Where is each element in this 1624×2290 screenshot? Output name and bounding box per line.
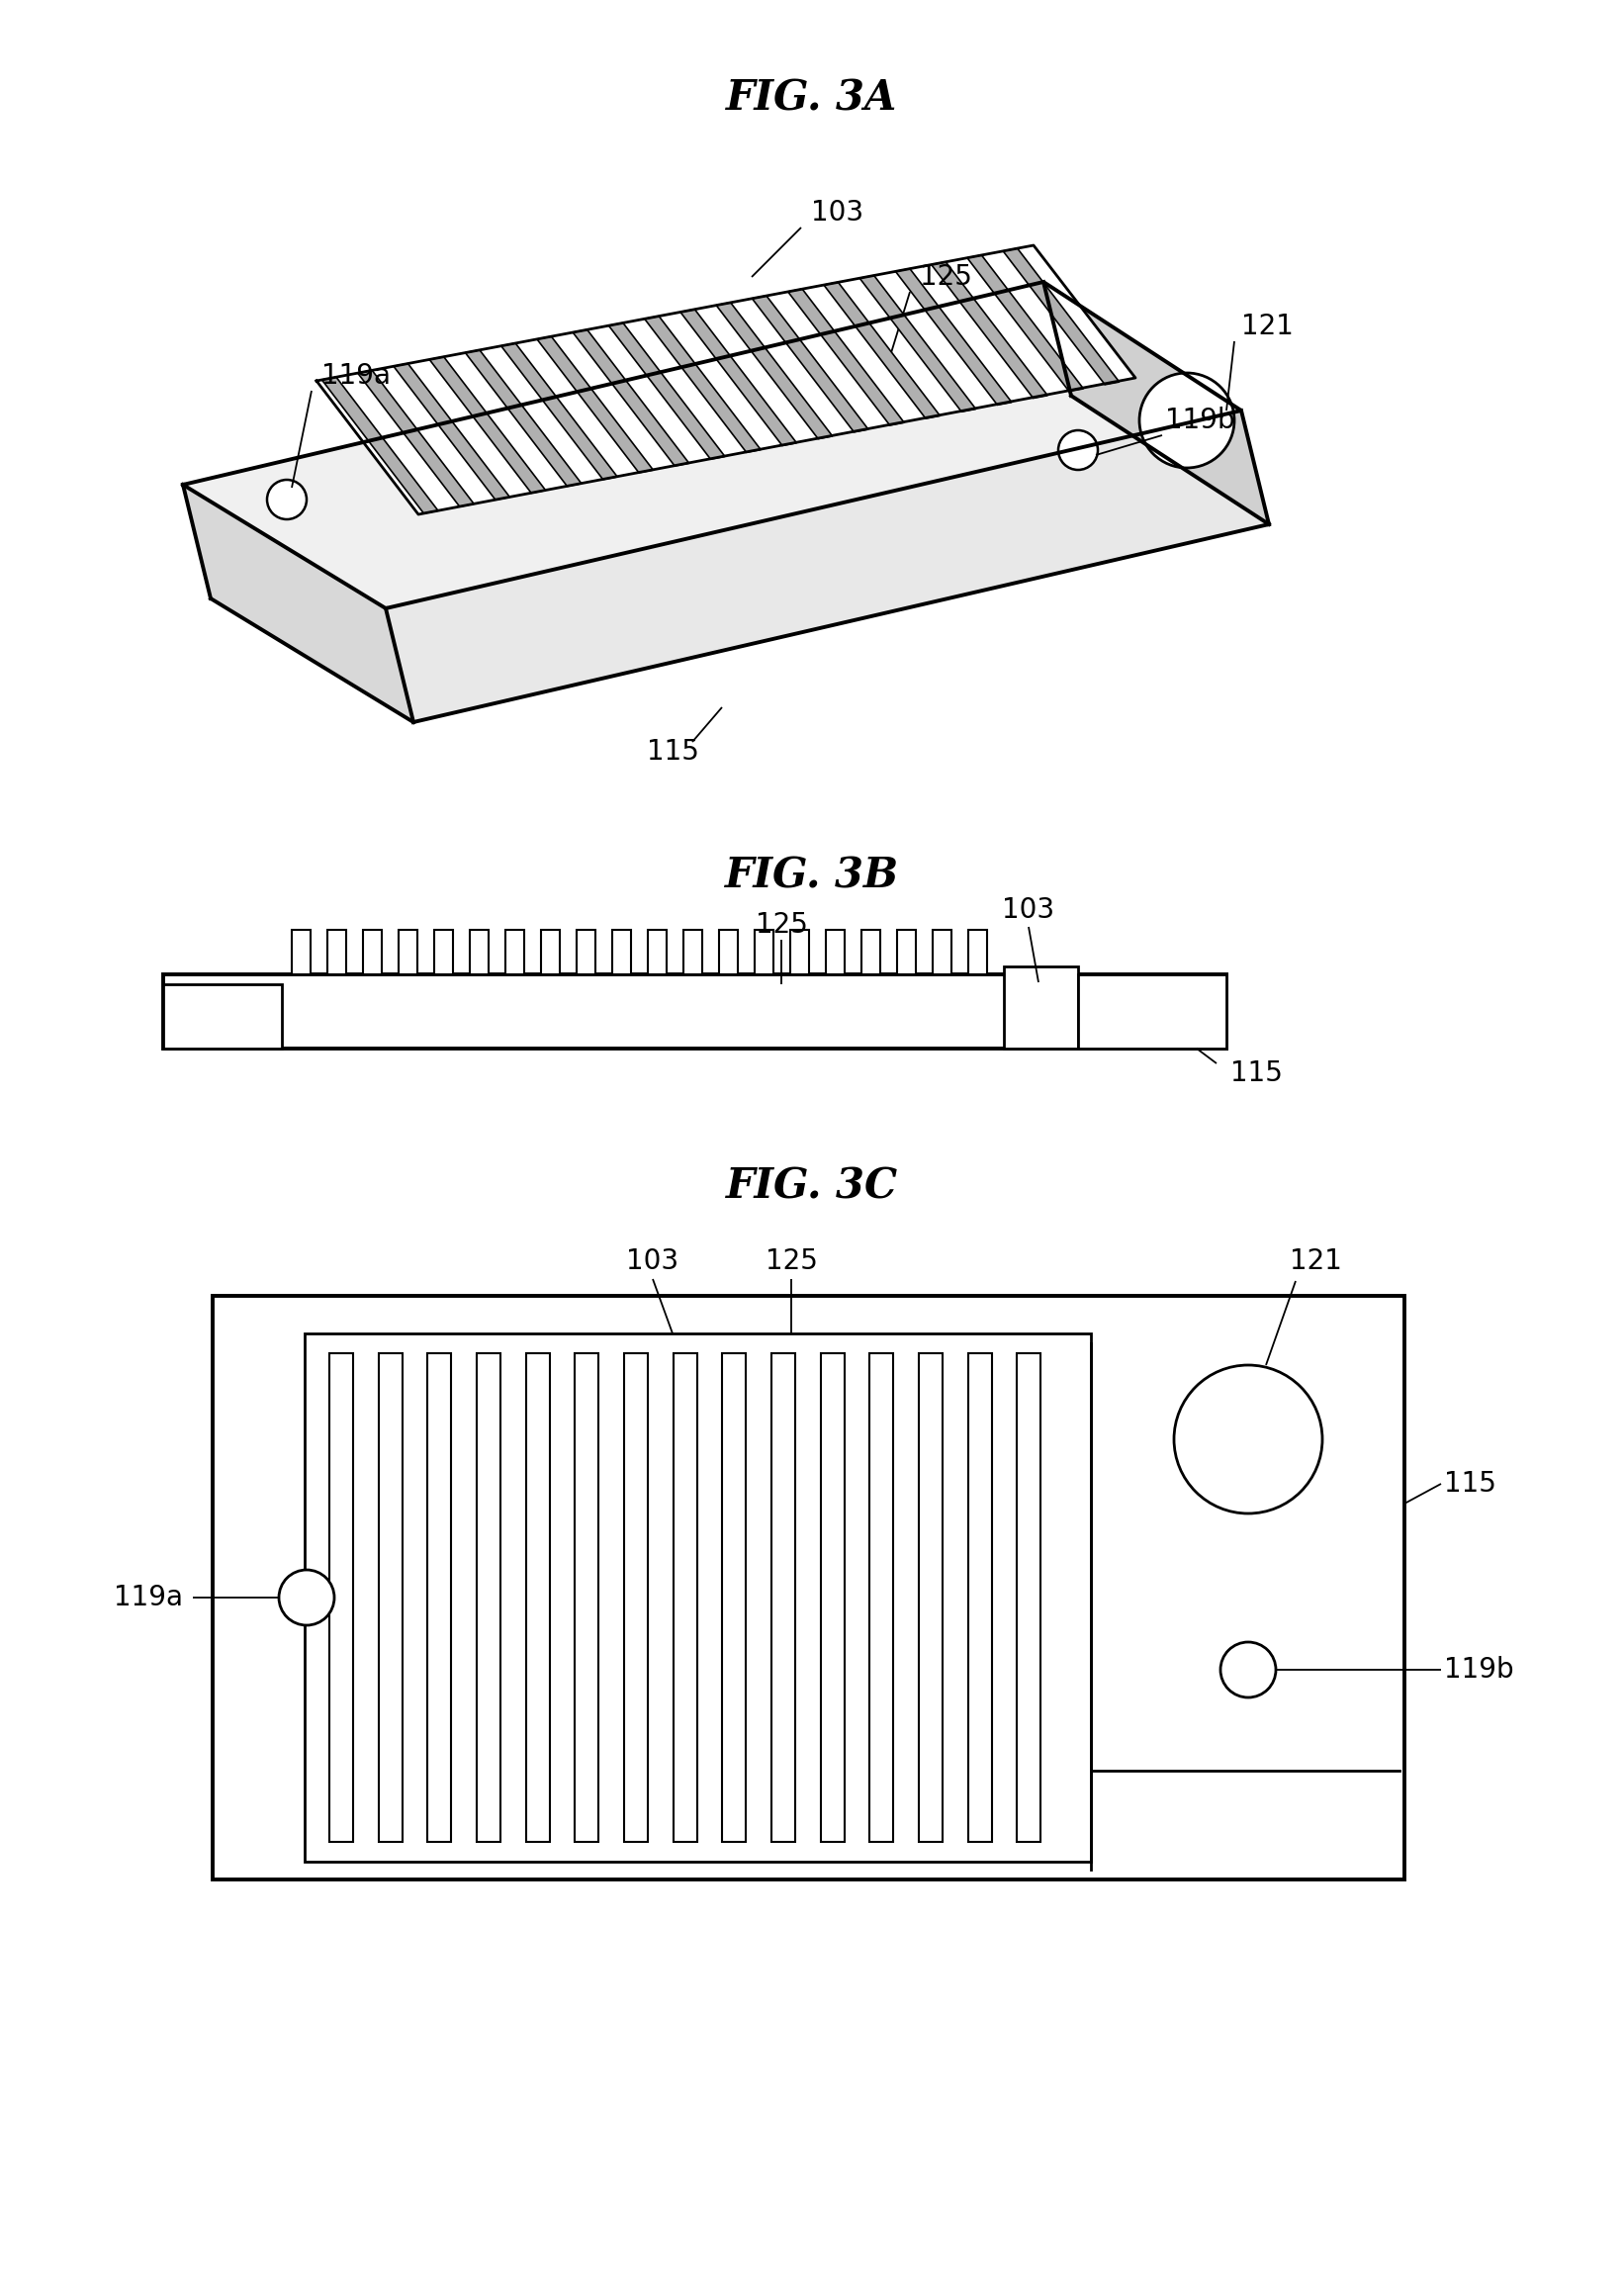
Polygon shape <box>502 344 617 479</box>
Bar <box>575 1353 599 1841</box>
Text: FIG. 3C: FIG. 3C <box>726 1166 898 1207</box>
Bar <box>968 930 987 973</box>
Polygon shape <box>466 350 581 485</box>
Bar <box>827 930 844 973</box>
Circle shape <box>1059 431 1098 469</box>
Bar <box>364 930 382 973</box>
Polygon shape <box>716 302 833 440</box>
Bar <box>378 1353 403 1841</box>
Text: 119b: 119b <box>1164 408 1234 435</box>
Text: 119a: 119a <box>114 1585 184 1612</box>
Bar <box>755 930 773 973</box>
Bar <box>577 930 594 973</box>
Polygon shape <box>895 268 1012 405</box>
Bar <box>684 930 702 973</box>
Text: 115: 115 <box>646 737 698 765</box>
Text: 119a: 119a <box>322 362 391 389</box>
Polygon shape <box>932 261 1047 398</box>
Bar <box>820 1353 844 1841</box>
Bar <box>505 930 525 973</box>
Bar <box>1004 966 1078 1049</box>
Bar <box>292 930 310 973</box>
Polygon shape <box>1004 247 1119 385</box>
Text: FIG. 3A: FIG. 3A <box>726 78 898 119</box>
Bar <box>919 1353 942 1841</box>
Text: 125: 125 <box>919 263 973 291</box>
Polygon shape <box>184 485 414 721</box>
Bar <box>328 930 346 973</box>
Text: 125: 125 <box>755 911 807 939</box>
Polygon shape <box>317 245 1135 515</box>
Circle shape <box>279 1571 335 1626</box>
Polygon shape <box>645 316 760 453</box>
Bar <box>896 930 916 973</box>
Bar <box>398 930 417 973</box>
Text: 103: 103 <box>627 1248 679 1276</box>
Polygon shape <box>752 295 869 433</box>
Bar <box>330 1353 352 1841</box>
Bar <box>968 1353 992 1841</box>
Bar <box>213 1296 1405 1880</box>
Polygon shape <box>609 323 724 460</box>
Polygon shape <box>968 254 1083 392</box>
Bar <box>526 1353 549 1841</box>
Text: 125: 125 <box>765 1248 817 1276</box>
Bar <box>434 930 453 973</box>
Polygon shape <box>823 282 940 419</box>
Bar <box>541 930 560 973</box>
Text: FIG. 3B: FIG. 3B <box>724 854 900 895</box>
Bar <box>305 1333 1091 1862</box>
Polygon shape <box>429 357 546 492</box>
Circle shape <box>1221 1642 1276 1697</box>
Bar <box>870 1353 893 1841</box>
Bar <box>469 930 489 973</box>
Bar <box>723 1353 745 1841</box>
Text: 115: 115 <box>1229 1060 1283 1088</box>
Polygon shape <box>680 309 797 447</box>
Bar <box>791 930 809 973</box>
Polygon shape <box>859 275 976 412</box>
Bar <box>477 1353 500 1841</box>
Bar <box>861 930 880 973</box>
Text: 115: 115 <box>1444 1470 1496 1498</box>
Bar <box>162 973 1226 1049</box>
Polygon shape <box>393 364 510 499</box>
Bar <box>932 930 952 973</box>
Text: 119b: 119b <box>1444 1656 1514 1683</box>
Text: 121: 121 <box>1241 314 1294 341</box>
Circle shape <box>1174 1365 1322 1514</box>
Polygon shape <box>573 330 689 465</box>
Polygon shape <box>357 371 474 506</box>
Bar <box>648 930 666 973</box>
Bar <box>1017 1353 1041 1841</box>
Polygon shape <box>322 378 438 513</box>
Bar <box>427 1353 451 1841</box>
Polygon shape <box>1044 282 1268 524</box>
Bar <box>162 985 283 1049</box>
Bar <box>719 930 737 973</box>
Bar <box>612 930 630 973</box>
Bar <box>771 1353 796 1841</box>
Bar <box>624 1353 648 1841</box>
Polygon shape <box>788 289 905 426</box>
Polygon shape <box>387 410 1268 721</box>
Polygon shape <box>538 337 653 472</box>
Circle shape <box>1140 373 1234 467</box>
Text: 121: 121 <box>1289 1248 1341 1276</box>
Bar <box>1078 973 1226 1049</box>
Text: 103: 103 <box>810 199 864 227</box>
Circle shape <box>266 481 307 520</box>
Bar <box>674 1353 697 1841</box>
Polygon shape <box>184 282 1241 609</box>
Text: 103: 103 <box>1002 895 1056 923</box>
